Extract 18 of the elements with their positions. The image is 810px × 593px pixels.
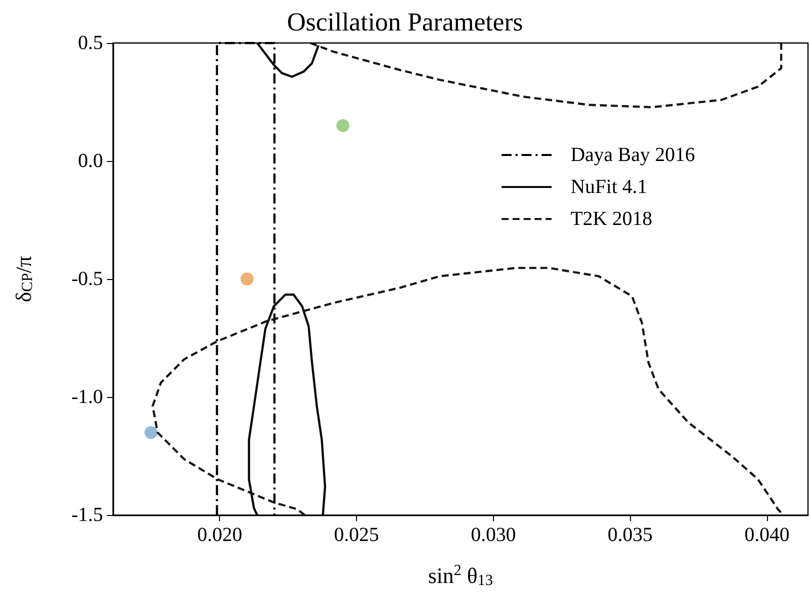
y-tick-label: -1.0 [71, 386, 103, 408]
x-tick-label: 0.020 [197, 524, 242, 546]
y-tick-label: -0.5 [71, 268, 103, 290]
x-tick-label: 0.030 [470, 524, 516, 546]
legend-label: T2K 2018 [570, 208, 652, 230]
legend-label: NuFit 4.1 [570, 176, 648, 198]
point [336, 119, 350, 132]
x-tick-label: 0.040 [744, 524, 790, 546]
point [240, 272, 254, 286]
point [144, 426, 158, 439]
chart-title: Oscillation Parameters [286, 8, 524, 36]
legend-label: Daya Bay 2016 [570, 144, 696, 166]
x-tick-label: 0.035 [608, 524, 653, 546]
y-tick-label: 0.0 [78, 150, 103, 172]
y-axis-title: δCP/π [11, 256, 36, 302]
y-tick-label: -1.5 [71, 504, 103, 526]
x-tick-label: 0.025 [334, 524, 380, 546]
y-tick-label: 0.5 [78, 32, 103, 54]
